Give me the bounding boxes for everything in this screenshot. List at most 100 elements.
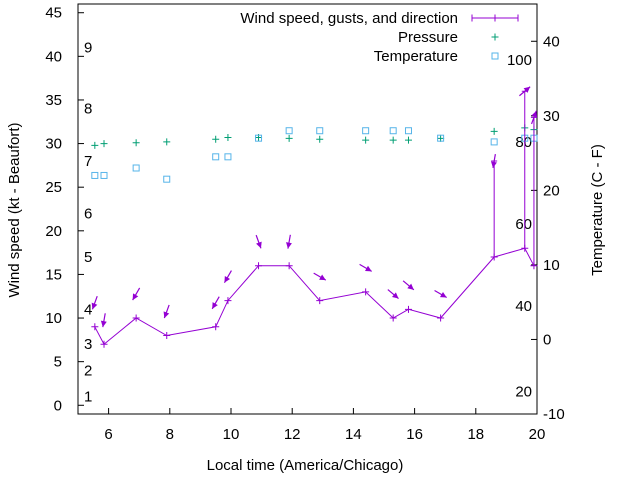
beaufort-label: 7 <box>84 153 92 170</box>
wind-direction-arrow <box>223 270 232 283</box>
pressure-point <box>490 127 498 135</box>
beaufort-label: 5 <box>84 249 92 266</box>
x-tick-label: 14 <box>345 426 362 443</box>
y-tick-label: 20 <box>45 223 62 240</box>
x-tick-label: 10 <box>223 426 240 443</box>
pressure-point <box>362 136 370 144</box>
temperature-point <box>316 127 324 135</box>
fahrenheit-label: 100 <box>507 52 532 69</box>
fahrenheit-label: 80 <box>515 134 532 151</box>
pressure-point <box>285 134 293 142</box>
temperature-point <box>404 127 412 135</box>
temperature-point <box>100 171 108 179</box>
pressure-point <box>163 138 171 146</box>
y2-tick-label: 40 <box>543 33 560 50</box>
y-tick-label: 10 <box>45 310 62 327</box>
beaufort-label: 9 <box>84 40 92 57</box>
beaufort-label: 6 <box>84 205 92 222</box>
beaufort-label: 4 <box>84 301 92 318</box>
beaufort-label: 1 <box>84 389 92 406</box>
fahrenheit-label: 40 <box>515 298 532 315</box>
legend-label-temperature: Temperature <box>374 48 458 65</box>
y2-tick-label: -10 <box>543 406 565 423</box>
wind-point <box>91 323 99 331</box>
pressure-point <box>100 140 108 148</box>
y2-tick-label: 30 <box>543 108 560 125</box>
wind-point <box>100 340 108 348</box>
wind-point <box>316 297 324 305</box>
wind-series <box>91 86 538 348</box>
fahrenheit-label: 20 <box>515 384 532 401</box>
temperature-point <box>362 127 370 135</box>
x-axis-label: Local time (America/Chicago) <box>207 457 404 474</box>
x-tick-label: 6 <box>104 426 112 443</box>
wind-direction-arrow <box>402 280 415 291</box>
wind-point <box>224 297 232 305</box>
wind-direction-arrow <box>286 234 292 249</box>
temperature-point <box>91 171 99 179</box>
pressure-point <box>212 135 220 143</box>
y-tick-label: 40 <box>45 48 62 65</box>
wind-direction-arrow <box>491 154 497 169</box>
temperature-series <box>91 127 538 183</box>
legend-swatch-pressure <box>491 33 499 41</box>
wind-point <box>255 262 263 270</box>
x-tick-label: 18 <box>467 426 484 443</box>
beaufort-label: 8 <box>84 101 92 118</box>
temperature-point <box>212 153 220 161</box>
pressure-point <box>224 133 232 141</box>
y-tick-label: 5 <box>54 354 62 371</box>
x-tick-label: 20 <box>529 426 546 443</box>
temperature-point <box>389 127 397 135</box>
wind-direction-arrow <box>211 296 220 310</box>
wind-direction-arrow <box>519 86 531 97</box>
pressure-point <box>316 135 324 143</box>
wind-point <box>285 262 293 270</box>
temperature-point <box>285 127 293 135</box>
legend: Wind speed, gusts, and direction Pressure… <box>240 10 519 65</box>
x-tick-label: 16 <box>406 426 423 443</box>
wind-direction-arrow <box>359 263 373 272</box>
y-tick-label: 15 <box>45 266 62 283</box>
wind-point <box>389 314 397 322</box>
legend-swatch-wind <box>471 14 519 22</box>
wind-point <box>163 331 171 339</box>
legend-swatch-temperature <box>491 52 499 60</box>
temperature-point <box>163 175 171 183</box>
y-tick-label: 30 <box>45 136 62 153</box>
fahrenheit-label: 60 <box>515 216 532 233</box>
wind-direction-arrow <box>163 304 170 319</box>
temperature-point <box>490 138 498 146</box>
wind-point <box>437 314 445 322</box>
y-axis-label: Wind speed (kt - Beaufort) <box>6 122 23 297</box>
pressure-point <box>132 139 140 147</box>
y2-tick-label: 0 <box>543 331 551 348</box>
beaufort-label: 2 <box>84 362 92 379</box>
plot-frame <box>77 3 538 415</box>
beaufort-label: 3 <box>84 336 92 353</box>
legend-label-pressure: Pressure <box>398 29 458 46</box>
temperature-point <box>132 164 140 172</box>
wind-direction-arrow <box>91 295 98 310</box>
y-tick-label: 25 <box>45 179 62 196</box>
wind-direction-arrow <box>530 110 538 125</box>
wind-point <box>404 305 412 313</box>
wind-direction-arrow <box>313 272 327 281</box>
wind-point <box>362 288 370 296</box>
legend-label-wind: Wind speed, gusts, and direction <box>240 10 458 27</box>
pressure-point <box>404 136 412 144</box>
y-tick-label: 35 <box>45 92 62 109</box>
wind-direction-arrow <box>255 234 262 249</box>
wind-direction-arrow <box>100 313 107 328</box>
y-tick-label: 0 <box>54 397 62 414</box>
x-tick-label: 12 <box>284 426 301 443</box>
wind-point <box>132 314 140 322</box>
pressure-point <box>91 141 99 149</box>
wind-direction-arrow <box>132 287 141 301</box>
y2-axis-label: Temperature (C - F) <box>589 144 606 276</box>
temperature-point <box>224 153 232 161</box>
wind-direction-arrow <box>387 289 399 300</box>
y2-tick-label: 20 <box>543 182 560 199</box>
wind-point <box>212 323 220 331</box>
